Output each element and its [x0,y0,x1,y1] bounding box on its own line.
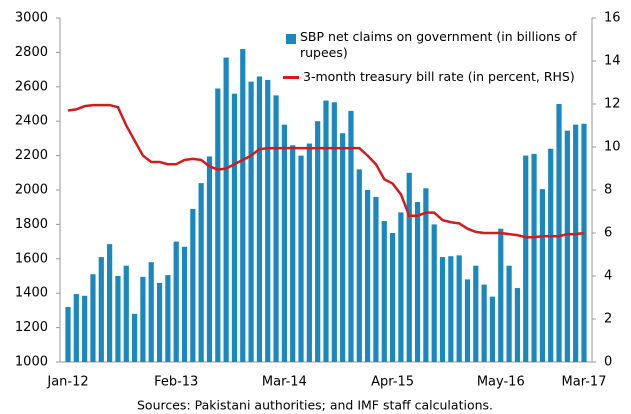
bar [573,124,579,362]
bar [148,262,154,362]
bar [481,284,487,362]
bar [290,145,296,362]
bar [115,276,121,362]
bar [90,274,96,362]
y-tick-label: 2200 [15,148,48,163]
y2-tick-label: 2 [604,312,612,327]
y-tick-label: 1800 [15,217,48,232]
bar [206,156,213,362]
y-tick-label: 1200 [15,320,48,335]
x-tick-label: Mar-17 [562,375,607,390]
bar [389,233,396,362]
bar [173,241,179,362]
y2-tick-label: 6 [604,226,612,241]
bar [131,313,138,362]
bar [231,93,238,363]
y-tick-label: 2800 [15,45,48,60]
bar [523,155,529,362]
bar [248,81,254,362]
bar [306,143,312,362]
bar [356,169,362,362]
legend-label: SBP net claims on government (in billion… [300,29,577,60]
y-tick-label: 1600 [15,251,48,266]
bar [365,190,371,362]
bar [381,220,387,362]
legend-swatch [283,76,299,79]
y2-tick-label: 14 [604,54,621,69]
bar [315,121,321,362]
bar [473,265,479,362]
bar [539,189,545,362]
bar [107,244,113,362]
x-tick-label: Feb-13 [154,375,198,390]
y2-tick-label: 16 [604,11,621,26]
bar [414,202,421,362]
bar [140,276,146,362]
y-tick-label: 2000 [15,183,48,198]
bar [331,102,337,362]
bar [323,100,329,362]
bar [514,288,521,362]
bar [439,257,446,362]
y2-tick-label: 0 [604,355,612,370]
legend-label: 3-month treasury bill rate (in percent, … [303,69,575,84]
bar [273,95,279,363]
bar [464,279,471,362]
y2-tick-label: 12 [604,97,621,112]
bar [340,133,346,362]
bar [564,130,570,362]
bar [531,153,537,362]
bar [423,188,429,362]
bar [548,148,554,362]
bar [98,257,104,362]
bar [281,124,287,362]
bar [581,123,587,362]
bar [65,306,71,362]
bar [240,48,246,363]
bar [256,76,263,362]
bar [190,208,196,362]
bar [298,155,304,362]
bar [215,88,221,363]
y-tick-label: 2400 [15,114,48,129]
bar [506,265,512,362]
bar [82,295,88,362]
bar [489,296,496,362]
bar [431,224,437,362]
y-tick-label: 2600 [15,79,48,94]
bar [223,57,229,363]
y2-tick-label: 4 [604,269,612,284]
bar [348,110,354,362]
bar [181,246,188,362]
y2-tick-label: 10 [604,140,621,155]
legend-swatch [286,34,296,44]
y-tick-label: 1000 [15,355,48,370]
bar [165,275,171,362]
bar [498,228,504,362]
bar [373,196,379,362]
x-tick-label: May-16 [477,375,525,390]
bar [456,255,462,362]
x-tick-label: Apr-15 [371,375,414,390]
y-tick-label: 3000 [15,11,48,26]
bar [556,104,562,362]
bar [265,79,271,363]
bar [398,212,404,362]
x-tick-label: Jan-12 [46,375,88,390]
bar [73,294,79,362]
bar [448,256,454,362]
x-tick-label: Mar-14 [262,375,307,390]
bar [406,172,412,362]
bar [123,265,129,362]
y-tick-label: 1400 [15,286,48,301]
source-note: Sources: Pakistani authorities; and IMF … [137,398,493,413]
bar [198,183,204,362]
line-series [67,103,585,239]
bar [156,282,163,362]
y2-tick-label: 8 [604,183,612,198]
